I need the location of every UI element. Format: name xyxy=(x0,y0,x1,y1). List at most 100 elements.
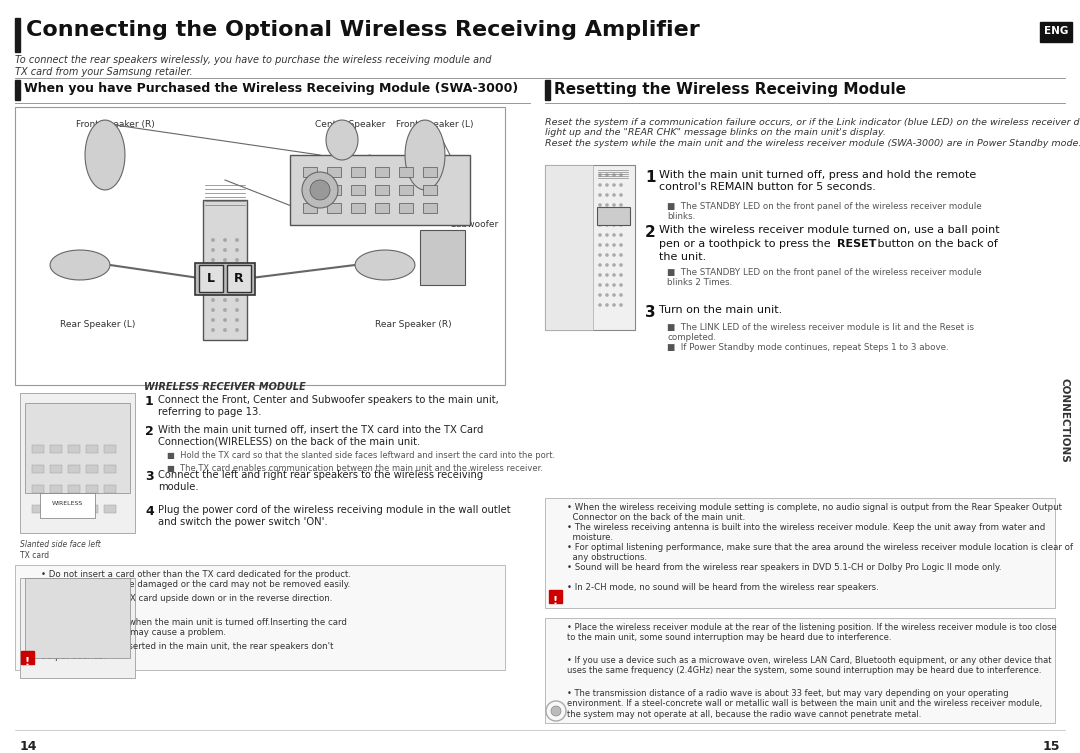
Bar xyxy=(68,505,80,513)
Circle shape xyxy=(619,223,623,227)
Circle shape xyxy=(222,278,227,282)
Circle shape xyxy=(619,303,623,306)
Text: • Place the wireless receiver module at the rear of the listening position. If t: • Place the wireless receiver module at … xyxy=(567,623,1056,642)
Circle shape xyxy=(612,233,616,236)
Text: When you have Purchased the Wireless Receiving Module (SWA-3000): When you have Purchased the Wireless Rec… xyxy=(24,82,518,95)
Text: • Do not insert a card other than the TX card dedicated for the product.
The pro: • Do not insert a card other than the TX… xyxy=(41,570,351,590)
Bar xyxy=(68,485,80,493)
Text: • Sound will be heard from the wireless rear speakers in DVD 5.1-CH or Dolby Pro: • Sound will be heard from the wireless … xyxy=(567,563,1001,572)
Text: To connect the rear speakers wirelessly, you have to purchase the wireless recei: To connect the rear speakers wirelessly,… xyxy=(15,55,491,77)
Circle shape xyxy=(605,264,609,267)
Circle shape xyxy=(619,243,623,247)
Text: • In 2-CH mode, no sound will be heard from the wireless rear speakers.: • In 2-CH mode, no sound will be heard f… xyxy=(567,583,879,592)
Bar xyxy=(86,465,98,473)
Bar xyxy=(40,493,95,518)
Circle shape xyxy=(211,298,215,302)
Circle shape xyxy=(619,273,623,277)
Bar xyxy=(545,80,550,100)
Circle shape xyxy=(605,203,609,207)
Circle shape xyxy=(235,308,239,312)
Text: ■  The LINK LED of the wireless receiver module is lit and the Reset is
complete: ■ The LINK LED of the wireless receiver … xyxy=(667,323,974,343)
Text: 1: 1 xyxy=(645,170,656,185)
Bar xyxy=(227,265,251,292)
Circle shape xyxy=(235,318,239,322)
Circle shape xyxy=(222,298,227,302)
Circle shape xyxy=(605,283,609,287)
Circle shape xyxy=(598,253,602,257)
Circle shape xyxy=(605,194,609,197)
Bar xyxy=(21,578,135,678)
Text: Center Speaker: Center Speaker xyxy=(314,120,386,129)
Circle shape xyxy=(605,293,609,297)
Circle shape xyxy=(302,172,338,208)
Bar xyxy=(291,155,470,225)
Text: Slanted side face left: Slanted side face left xyxy=(21,540,100,549)
Bar xyxy=(375,167,389,177)
Circle shape xyxy=(605,233,609,236)
Circle shape xyxy=(612,273,616,277)
Circle shape xyxy=(598,183,602,187)
Text: Front Speaker (L): Front Speaker (L) xyxy=(396,120,474,129)
Circle shape xyxy=(211,288,215,292)
Circle shape xyxy=(598,303,602,306)
Text: With the main unit turned off, press and hold the remote
control's REMAIN button: With the main unit turned off, press and… xyxy=(659,170,976,191)
Bar xyxy=(549,590,562,603)
Text: Connect the Front, Center and Subwoofer speakers to the main unit,
referring to : Connect the Front, Center and Subwoofer … xyxy=(158,395,499,416)
Bar xyxy=(327,167,341,177)
Bar xyxy=(1051,360,1077,480)
Bar xyxy=(1040,22,1072,42)
Circle shape xyxy=(222,328,227,332)
Text: CONNECTIONS: CONNECTIONS xyxy=(1059,377,1069,462)
Polygon shape xyxy=(326,120,357,160)
Circle shape xyxy=(211,268,215,272)
Bar xyxy=(303,167,318,177)
Circle shape xyxy=(605,223,609,227)
Circle shape xyxy=(619,293,623,297)
Circle shape xyxy=(619,203,623,207)
Circle shape xyxy=(222,258,227,262)
Bar xyxy=(104,485,116,493)
Bar xyxy=(86,505,98,513)
Bar xyxy=(399,185,413,195)
Text: • The wireless receiving antenna is built into the wireless receiver module. Kee: • The wireless receiving antenna is buil… xyxy=(567,523,1045,542)
Circle shape xyxy=(211,278,215,282)
Text: 3: 3 xyxy=(145,470,153,483)
Text: With the main unit turned off, insert the TX card into the TX Card
Connection(WI: With the main unit turned off, insert th… xyxy=(158,425,484,447)
Bar xyxy=(303,203,318,213)
Text: ■  The STANDBY LED on the front panel of the wireless receiver module
blinks 2 T: ■ The STANDBY LED on the front panel of … xyxy=(667,268,982,288)
Bar xyxy=(351,185,365,195)
Circle shape xyxy=(211,308,215,312)
Text: ■  If Power Standby mode continues, repeat Steps 1 to 3 above.: ■ If Power Standby mode continues, repea… xyxy=(667,343,948,352)
Circle shape xyxy=(605,183,609,187)
Bar xyxy=(351,203,365,213)
Bar xyxy=(375,185,389,195)
Bar xyxy=(32,505,44,513)
Circle shape xyxy=(222,318,227,322)
Text: Connect the left and right rear speakers to the wireless receiving
module.: Connect the left and right rear speakers… xyxy=(158,470,483,492)
Bar xyxy=(375,203,389,213)
Text: 14: 14 xyxy=(21,740,38,753)
Text: 15: 15 xyxy=(1042,740,1059,753)
Text: 2: 2 xyxy=(645,225,656,240)
Circle shape xyxy=(598,173,602,177)
Text: !: ! xyxy=(553,596,557,606)
Bar xyxy=(15,80,21,100)
Circle shape xyxy=(598,283,602,287)
Circle shape xyxy=(619,283,623,287)
Circle shape xyxy=(598,194,602,197)
Bar xyxy=(545,498,1055,608)
Bar xyxy=(423,185,437,195)
Circle shape xyxy=(612,264,616,267)
Text: !: ! xyxy=(25,657,29,667)
Text: Plug the power cord of the wireless receiving module in the wall outlet
and swit: Plug the power cord of the wireless rece… xyxy=(158,505,511,526)
Bar xyxy=(86,445,98,453)
Bar xyxy=(50,465,62,473)
Circle shape xyxy=(211,328,215,332)
Text: WIRELESS RECEIVER MODULE: WIRELESS RECEIVER MODULE xyxy=(144,382,306,392)
Bar xyxy=(104,465,116,473)
Bar xyxy=(68,445,80,453)
Circle shape xyxy=(612,253,616,257)
Circle shape xyxy=(619,173,623,177)
Circle shape xyxy=(612,173,616,177)
Circle shape xyxy=(222,248,227,252)
